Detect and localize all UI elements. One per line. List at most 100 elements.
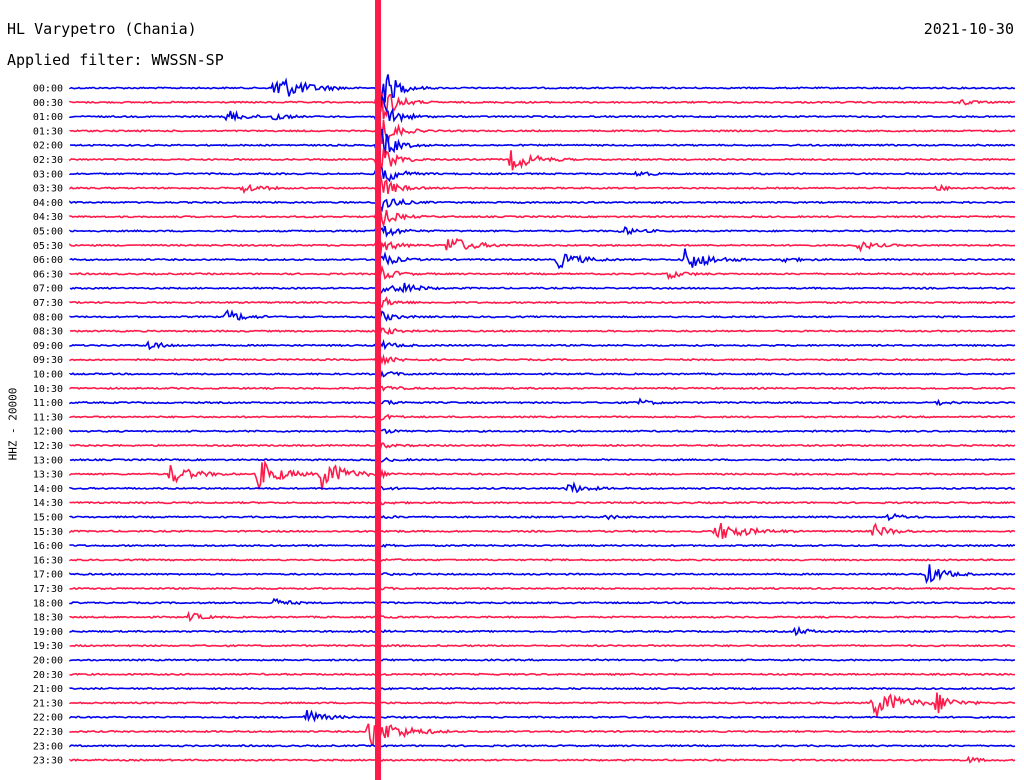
row-tick-label: 14:30 — [33, 498, 63, 509]
row-tick-label: 10:00 — [33, 370, 63, 381]
trace-row-0730 — [69, 296, 1016, 308]
row-tick-label: 19:00 — [33, 627, 63, 638]
row-tick-label: 04:30 — [33, 212, 63, 223]
trace-row-1900 — [69, 625, 1016, 637]
row-tick-label: 05:00 — [33, 227, 63, 238]
row-tick-label: 11:30 — [33, 412, 63, 423]
trace-row-1230 — [69, 440, 1016, 451]
trace-row-0830 — [69, 326, 1016, 337]
y-axis-label: HHZ - 20000 — [6, 387, 20, 461]
trace-row-0630 — [69, 264, 1016, 281]
filter-subtitle: Applied filter: WWSSN-SP — [7, 51, 224, 69]
trace-row-0400 — [69, 197, 1016, 214]
row-tick-label: 05:30 — [33, 241, 63, 252]
date-label: 2021-10-30 — [923, 20, 1014, 38]
trace-group — [69, 0, 1016, 780]
trace-row-1200 — [69, 427, 1016, 435]
row-tick-label: 23:30 — [33, 756, 63, 767]
trace-row-1500 — [69, 512, 1016, 522]
row-tick-label: 06:30 — [33, 269, 63, 280]
row-tick-label: 10:30 — [33, 384, 63, 395]
trace-row-1700 — [69, 564, 1016, 585]
row-tick-label: 09:00 — [33, 341, 63, 352]
time-tick-labels: 00:00 00:30 01:00 01:30 02:00 02:30 03:00 03:30… — [33, 84, 63, 767]
row-tick-label: 18:00 — [33, 598, 63, 609]
trace-row-0430 — [69, 205, 1016, 229]
row-tick-label: 21:00 — [33, 684, 63, 695]
row-tick-label: 16:30 — [33, 555, 63, 566]
row-tick-label: 21:30 — [33, 698, 63, 709]
row-tick-label: 22:30 — [33, 727, 63, 738]
trace-row-0930 — [69, 353, 1016, 366]
large-event-saturated-trace — [375, 0, 381, 780]
trace-row-2130 — [69, 692, 1016, 717]
trace-row-2230 — [69, 719, 1016, 747]
row-tick-label: 17:00 — [33, 570, 63, 581]
trace-row-1130 — [69, 413, 1015, 422]
trace-row-0330 — [69, 175, 1016, 196]
row-tick-label: 04:00 — [33, 198, 63, 209]
row-tick-label: 01:30 — [33, 126, 63, 137]
trace-row-1800 — [69, 597, 1016, 606]
trace-row-1630 — [69, 558, 1016, 563]
trace-row-0700 — [69, 282, 1016, 296]
trace-row-1530 — [69, 522, 1016, 539]
trace-row-1030 — [69, 385, 1016, 396]
row-tick-label: 12:30 — [33, 441, 63, 452]
row-tick-label: 17:30 — [33, 584, 63, 595]
row-tick-label: 07:30 — [33, 298, 63, 309]
trace-row-0200 — [69, 128, 1016, 158]
row-tick-label: 19:30 — [33, 641, 63, 652]
row-tick-label: 02:30 — [33, 155, 63, 166]
row-tick-label: 15:00 — [33, 513, 63, 524]
row-tick-label: 22:00 — [33, 713, 63, 724]
trace-row-2330 — [69, 755, 1016, 764]
trace-row-2000 — [69, 658, 1016, 662]
row-tick-label: 20:00 — [33, 656, 63, 667]
row-tick-label: 08:30 — [33, 327, 63, 338]
row-tick-label: 18:30 — [33, 613, 63, 624]
row-tick-label: 02:00 — [33, 141, 63, 152]
trace-row-2200 — [69, 709, 1016, 723]
trace-row-0800 — [69, 309, 1016, 322]
trace-row-0100 — [69, 94, 1015, 129]
trace-row-0530 — [69, 237, 1016, 255]
row-tick-label: 03:00 — [33, 169, 63, 180]
row-tick-label: 14:00 — [33, 484, 63, 495]
trace-row-1300 — [69, 456, 1016, 463]
row-tick-label: 11:00 — [33, 398, 63, 409]
row-tick-label: 08:00 — [33, 312, 63, 323]
row-tick-label: 01:00 — [33, 112, 63, 123]
row-tick-label: 15:30 — [33, 527, 63, 538]
row-tick-label: 20:30 — [33, 670, 63, 681]
row-tick-label: 00:30 — [33, 98, 63, 109]
trace-row-1600 — [69, 542, 1016, 549]
trace-row-0500 — [69, 224, 1016, 238]
trace-row-0030 — [69, 76, 1016, 120]
trace-row-0000 — [69, 74, 1016, 118]
station-title: HL Varypetro (Chania) — [7, 20, 197, 38]
trace-row-1730 — [69, 586, 1016, 591]
row-tick-label: 07:00 — [33, 284, 63, 295]
trace-row-1400 — [69, 481, 1016, 494]
row-tick-label: 06:00 — [33, 255, 63, 266]
row-tick-label: 00:00 — [33, 84, 63, 95]
row-tick-label: 09:30 — [33, 355, 63, 366]
trace-row-0230 — [69, 148, 1016, 172]
row-tick-label: 13:00 — [33, 455, 63, 466]
trace-row-1830 — [69, 610, 1016, 623]
trace-row-0600 — [69, 248, 1016, 270]
row-tick-label: 12:00 — [33, 427, 63, 438]
trace-row-2300 — [69, 743, 1016, 748]
trace-row-0900 — [69, 339, 1016, 351]
trace-row-1430 — [69, 500, 1016, 506]
trace-row-2030 — [69, 672, 1016, 677]
row-tick-label: 03:30 — [33, 184, 63, 195]
row-tick-label: 23:00 — [33, 741, 63, 752]
row-tick-label: 13:30 — [33, 470, 63, 481]
trace-row-1000 — [69, 367, 1016, 378]
trace-row-0300 — [69, 164, 1016, 183]
trace-row-1100 — [69, 397, 1016, 407]
trace-row-2100 — [69, 686, 1016, 691]
